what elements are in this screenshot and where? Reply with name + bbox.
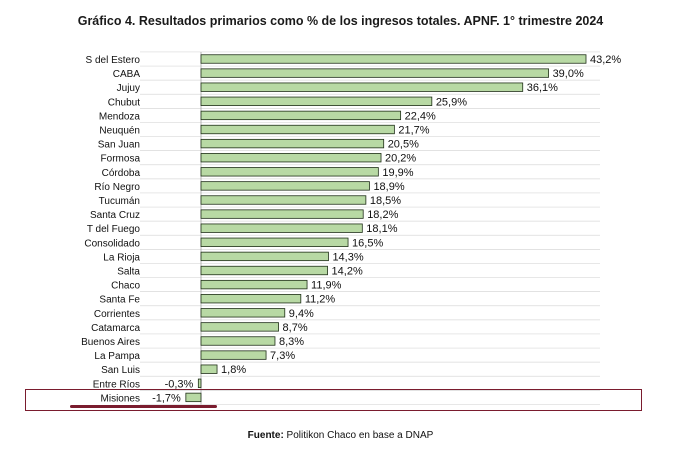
category-label: Chaco bbox=[111, 281, 140, 292]
category-label: S del Estero bbox=[86, 55, 141, 66]
data-label: 18,2% bbox=[367, 209, 398, 221]
bar bbox=[200, 223, 363, 233]
category-label: Río Negro bbox=[94, 182, 140, 193]
bar bbox=[200, 279, 308, 290]
bar bbox=[200, 138, 385, 149]
source-prefix: Fuente: bbox=[247, 430, 284, 441]
bar bbox=[197, 378, 202, 388]
bar bbox=[200, 110, 402, 121]
category-label: Tucumán bbox=[99, 196, 140, 207]
chart-title: Gráfico 4. Resultados primarios como % d… bbox=[77, 14, 604, 28]
category-label: Buenos Aires bbox=[81, 337, 140, 348]
bar bbox=[200, 209, 364, 219]
source-note: Fuente: Politikon Chaco en base a DNAP bbox=[0, 430, 681, 441]
bar bbox=[200, 54, 587, 64]
data-label: 25,9% bbox=[436, 96, 467, 108]
data-label: 7,3% bbox=[270, 350, 295, 362]
category-label: Córdoba bbox=[102, 168, 141, 179]
bar bbox=[200, 181, 370, 191]
bar bbox=[200, 336, 276, 346]
data-label: 21,7% bbox=[398, 125, 429, 137]
category-label: Consolidado bbox=[84, 238, 140, 249]
misiones-highlight-box bbox=[25, 389, 642, 411]
bar bbox=[200, 96, 433, 106]
category-label: San Juan bbox=[98, 140, 140, 151]
category-label: Misiones bbox=[101, 393, 140, 404]
bar bbox=[200, 237, 349, 247]
bar bbox=[200, 308, 286, 318]
category-label: Jujuy bbox=[117, 83, 140, 94]
category-label: La Rioja bbox=[103, 252, 140, 263]
category-label: Formosa bbox=[101, 154, 141, 165]
category-label: Mendoza bbox=[99, 111, 141, 122]
category-label: Neuquén bbox=[99, 126, 140, 137]
category-label: Catamarca bbox=[91, 323, 140, 334]
category-label: San Luis bbox=[101, 365, 140, 376]
category-label: Corrientes bbox=[94, 309, 140, 320]
data-label: 18,5% bbox=[370, 195, 401, 207]
data-label: 43,2% bbox=[590, 54, 621, 66]
data-label: 11,2% bbox=[305, 294, 336, 306]
bar bbox=[200, 265, 328, 276]
data-label: 18,9% bbox=[373, 181, 404, 193]
data-label: 19,9% bbox=[382, 167, 413, 179]
data-label: 9,4% bbox=[289, 308, 314, 320]
source-text: Politikon Chaco en base a DNAP bbox=[283, 430, 434, 441]
misiones-underline bbox=[70, 405, 217, 408]
category-label: Santa Fe bbox=[99, 295, 140, 306]
data-label: -0,3% bbox=[165, 378, 194, 390]
data-label: 8,3% bbox=[279, 336, 304, 348]
bar bbox=[200, 82, 524, 92]
data-label: 14,3% bbox=[332, 251, 363, 263]
data-label: 18,1% bbox=[366, 223, 397, 235]
bar bbox=[200, 68, 549, 78]
data-label: 36,1% bbox=[527, 82, 558, 94]
category-label: Santa Cruz bbox=[90, 210, 140, 221]
bar bbox=[200, 153, 382, 163]
data-label: 20,5% bbox=[388, 139, 419, 151]
gridlines bbox=[140, 51, 600, 405]
data-label: 22,4% bbox=[405, 110, 436, 122]
data-label: 11,9% bbox=[311, 280, 342, 292]
bar bbox=[200, 167, 379, 177]
bar bbox=[185, 392, 202, 403]
bar bbox=[200, 364, 218, 374]
category-label: Entre Ríos bbox=[93, 379, 140, 390]
category-label: La Pampa bbox=[94, 351, 140, 362]
data-label: 8,7% bbox=[283, 322, 308, 334]
bar bbox=[200, 195, 367, 205]
data-label: 16,5% bbox=[352, 237, 383, 249]
data-label: -1,7% bbox=[152, 392, 181, 404]
bar bbox=[200, 124, 395, 135]
category-label: Chubut bbox=[108, 97, 140, 108]
bar bbox=[200, 350, 267, 360]
category-label: Salta bbox=[117, 267, 140, 278]
data-label: 1,8% bbox=[221, 364, 246, 376]
bar bbox=[200, 322, 279, 332]
bar bbox=[200, 294, 302, 304]
category-label: T del Fuego bbox=[87, 224, 141, 235]
bar bbox=[200, 251, 329, 262]
data-label: 39,0% bbox=[553, 68, 584, 80]
data-label: 20,2% bbox=[385, 153, 416, 165]
category-label: CABA bbox=[113, 69, 141, 80]
data-label: 14,2% bbox=[332, 266, 363, 278]
